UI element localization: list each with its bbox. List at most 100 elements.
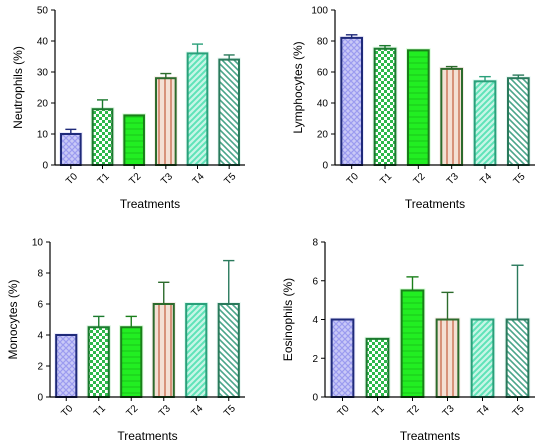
- monocytes-bar-t4: [185, 303, 208, 398]
- neutrophils-axes: [54, 10, 245, 166]
- neutrophils-x-tick-label-t2: T2: [127, 171, 143, 187]
- neutrophils-bar-t2: [123, 114, 145, 166]
- neutrophils-x-tick-label-t3: T3: [159, 171, 175, 187]
- eosinophils-y-tick-label: 4: [312, 315, 318, 326]
- eosinophils-bar-t3: [435, 318, 460, 398]
- lymphocytes-y-tick-label: 20: [317, 130, 329, 141]
- eosinophils-y-axis-title: Eosinophils (%): [281, 278, 295, 361]
- eosinophils-x-tick-label-t5: T5: [511, 403, 527, 419]
- lymphocytes-y-tick-label: 0: [322, 161, 328, 172]
- monocytes-bars: [54, 302, 241, 398]
- neutrophils-error-bars: [65, 43, 235, 134]
- monocytes-x-tick-label-t5: T5: [222, 403, 238, 419]
- eosinophils-y-tick-label: 6: [312, 276, 318, 287]
- monocytes-x-axis-title: Treatments: [117, 429, 177, 443]
- lymphocytes-error-bars: [345, 34, 525, 82]
- monocytes-bar-t3: [152, 303, 175, 398]
- lymphocytes-x-tick-label-t3: T3: [445, 171, 461, 187]
- monocytes-y-ticks: 0 2 4 6 8 10: [32, 238, 50, 404]
- lymphocytes-y-ticks: 0 20 40 60 80 100: [311, 6, 335, 172]
- eosinophils-y-tick-label: 0: [312, 393, 318, 404]
- monocytes-bar-t5: [217, 303, 240, 398]
- lymphocytes-y-axis-title: Lymphocytes (%): [291, 41, 305, 133]
- eosinophils-bar-t4: [470, 318, 495, 398]
- neutrophils-bar-t5: [218, 58, 240, 166]
- monocytes-x-tick-label-t2: T2: [124, 403, 140, 419]
- eosinophils-x-tick-label-t3: T3: [441, 403, 457, 419]
- monocytes-error-bars: [93, 259, 235, 328]
- monocytes-x-tick-label-t4: T4: [189, 403, 205, 419]
- lymphocytes-bar-t2: [407, 49, 430, 166]
- lymphocytes-bars: [339, 35, 531, 166]
- lymphocytes-axes: [334, 10, 535, 166]
- monocytes-x-ticks: T0 T1 T2 T3 T4 T5: [59, 397, 238, 419]
- monocytes-y-tick-label: 0: [37, 393, 43, 404]
- eosinophils-axes: [324, 242, 535, 398]
- neutrophils-y-tick-label: 50: [37, 6, 49, 17]
- neutrophils-bars: [59, 51, 241, 166]
- eosinophils-error-bars: [406, 264, 524, 320]
- eosinophils-x-tick-label-t4: T4: [476, 403, 492, 419]
- monocytes-x-tick-label-t3: T3: [157, 403, 173, 419]
- lymphocytes-x-axis-title: Treatments: [405, 197, 465, 211]
- lymphocytes-x-tick-label-t4: T4: [478, 171, 494, 187]
- neutrophils-bar-t4: [186, 52, 209, 166]
- neutrophils-x-tick-label-t0: T0: [64, 171, 80, 187]
- monocytes-bar-t0: [55, 334, 78, 398]
- eosinophils-y-tick-label: 8: [312, 238, 318, 249]
- monocytes-x-tick-label-t0: T0: [59, 403, 75, 419]
- neutrophils-x-tick-label-t1: T1: [96, 171, 112, 187]
- eosinophils-x-tick-label-t1: T1: [371, 403, 387, 419]
- lymphocytes-bar-t3: [440, 67, 463, 166]
- monocytes-bar-t2: [120, 326, 143, 398]
- neutrophils-x-axis-title: Treatments: [120, 197, 180, 211]
- neutrophils-y-tick-label: 30: [37, 68, 49, 79]
- monocytes-y-tick-label: 4: [37, 331, 43, 342]
- chart-neutrophils: 0 10 20 30 40 50 T0 T1 T2 T3 T4 T5 Neutrophils (%)…: [11, 6, 245, 211]
- eosinophils-bar-t2: [400, 289, 425, 398]
- eosinophils-bar-t0: [330, 318, 355, 398]
- monocytes-x-tick-label-t1: T1: [92, 403, 108, 419]
- chart-monocytes: 0 2 4 6 8 10 T0 T1 T2 T3 T4 T5 Monocytes (%) Treat…: [6, 238, 245, 443]
- eosinophils-x-tick-label-t0: T0: [336, 403, 352, 419]
- eosinophils-y-ticks: 0 2 4 6 8: [312, 238, 325, 404]
- eosinophils-bar-t1: [365, 337, 390, 399]
- neutrophils-x-ticks: T0 T1 T2 T3 T4 T5: [64, 165, 239, 187]
- lymphocytes-bar-t1: [373, 47, 397, 166]
- neutrophils-y-tick-label: 10: [37, 130, 49, 141]
- lymphocytes-y-tick-label: 100: [311, 6, 328, 17]
- neutrophils-y-ticks: 0 10 20 30 40 50: [37, 6, 55, 172]
- eosinophils-x-ticks: T0 T1 T2 T3 T4 T5: [336, 397, 527, 419]
- neutrophils-bar-t1: [91, 108, 114, 166]
- monocytes-y-tick-label: 6: [37, 300, 43, 311]
- eosinophils-x-axis-title: Treatments: [400, 429, 460, 443]
- lymphocytes-x-tick-label-t5: T5: [512, 171, 528, 187]
- neutrophils-bar-t3: [155, 77, 177, 166]
- eosinophils-bar-t5: [505, 318, 530, 398]
- monocytes-y-tick-label: 2: [37, 362, 43, 373]
- neutrophils-x-tick-label-t5: T5: [222, 171, 238, 187]
- neutrophils-y-tick-label: 40: [37, 37, 49, 48]
- monocytes-y-tick-label: 10: [32, 238, 44, 249]
- lymphocytes-x-ticks: T0 T1 T2 T3 T4 T5: [345, 165, 528, 187]
- monocytes-y-axis-title: Monocytes (%): [6, 279, 20, 359]
- lymphocytes-bar-t5: [507, 77, 530, 166]
- lymphocytes-bar-t0: [340, 36, 363, 166]
- neutrophils-bar-t0: [60, 133, 82, 166]
- neutrophils-x-tick-label-t4: T4: [191, 171, 207, 187]
- neutrophils-y-tick-label: 20: [37, 99, 49, 110]
- monocytes-axes: [49, 242, 245, 398]
- lymphocytes-x-tick-label-t1: T1: [378, 171, 394, 187]
- chart-eosinophils: 0 2 4 6 8 T0 T1 T2 T3 T4 T5 Eosinophils (%) Treat…: [281, 238, 535, 443]
- eosinophils-x-tick-label-t2: T2: [406, 403, 422, 419]
- chart-lymphocytes: 0 20 40 60 80 100 T0 T1 T2 T3 T4 T5 Lymphocytes (%…: [291, 6, 535, 211]
- lymphocytes-y-tick-label: 60: [317, 68, 329, 79]
- lymphocytes-x-tick-label-t2: T2: [412, 171, 428, 187]
- neutrophils-y-axis-title: Neutrophils (%): [11, 46, 25, 129]
- monocytes-bar-t1: [87, 326, 110, 398]
- lymphocytes-y-tick-label: 80: [317, 37, 329, 48]
- monocytes-y-tick-label: 8: [37, 269, 43, 280]
- neutrophils-y-tick-label: 0: [42, 161, 48, 172]
- lymphocytes-y-tick-label: 40: [317, 99, 329, 110]
